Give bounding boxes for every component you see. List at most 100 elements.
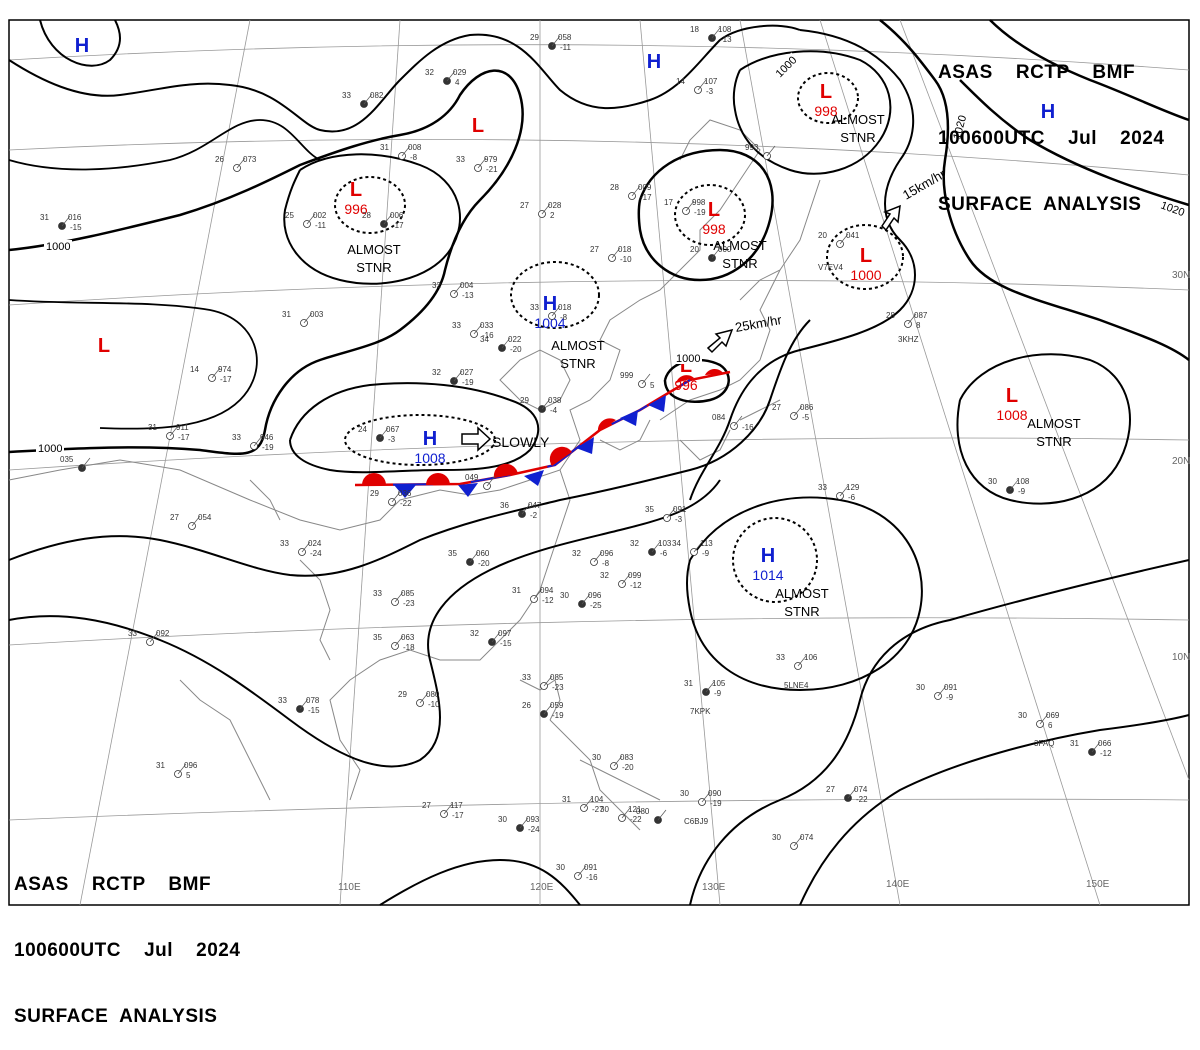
ship-station-id: 3FAQ [1034,739,1054,748]
wind-barb [693,541,703,553]
longitude-label: 130E [702,882,726,893]
station-pressure: 091 [673,505,687,514]
station-pressure: 108 [1016,477,1030,486]
station-plot: 14 974-17 [190,365,232,384]
ship-station-id: V7EV4 [818,263,843,272]
station-pressure: 998 [692,198,706,207]
station-tendency: -17 [220,375,232,384]
wind-barb [379,427,389,439]
station-temp: 993 [745,143,759,152]
wind-barb [697,79,707,91]
station-temp: 30 [988,477,997,486]
station-tendency: -9 [714,689,722,698]
wind-barb [621,573,631,585]
wind-barb [711,247,721,259]
system-letter: L [472,115,484,137]
station-tendency: 5 [650,381,655,390]
station-temp: 34 [480,335,489,344]
system-pressure: 1014 [752,567,783,583]
wind-barb [551,35,561,47]
wind-barb [611,247,621,259]
station-plot: 33 979-21 [456,155,498,174]
station-plot: 28 006-17 [362,211,404,230]
station-plot: 33 033-16 [452,321,494,340]
station-temp: 30 [560,591,569,600]
wind-barb [543,675,553,687]
station-pressure: 113 [700,539,713,548]
station-plot: 35 063-18 [373,633,415,652]
high-pressure-center: H [647,51,661,73]
station-pressure: 038 [548,396,562,405]
system-pressure: 998 [702,221,726,237]
station-tendency: -25 [590,601,602,610]
station-temp: 30 [600,805,609,814]
station-pressure: 107 [704,77,718,86]
dashed-isobars [334,72,904,603]
station-pressure: 093 [526,815,540,824]
station-pressure: 091 [584,863,598,872]
station-plot: 31 066-12 [1070,739,1112,758]
motion-arrow-25 [706,328,734,354]
station-temp: 27 [772,403,781,412]
system-note: ALMOST [713,238,767,253]
station-temp: 31 [40,213,49,222]
wind-barb [583,797,593,809]
station-tendency: -20 [510,345,522,354]
station-pressure: 002 [313,211,327,220]
station-temp: 31 [380,143,389,152]
station-tendency: -17 [178,433,190,442]
system-letter: H [423,428,437,450]
wind-barb [191,515,201,527]
station-temp: 29 [398,690,407,699]
station-temp: 20 [818,231,827,240]
station-temp: 26 [215,155,224,164]
station-temp: 24 [358,425,367,434]
station-temp: 14 [190,365,199,374]
isobar-label-bg [44,240,72,252]
station-pressure: 094 [540,586,554,595]
station-pressure: 058 [558,33,572,42]
station-pressure: 105 [712,679,726,688]
station-plot: 33 082 [342,91,384,108]
station-plot: 35 091-3 [645,505,687,524]
wind-barb [1039,713,1049,725]
system-letter: L [860,245,872,267]
station-temp: 33 [373,589,382,598]
station-pressure: 066 [1098,739,1112,748]
station-tendency: 6 [1048,721,1053,730]
station-pressure: 069 [1046,711,1060,720]
station-temp: 26 [522,701,531,710]
wind-barb [401,145,411,157]
wind-barb [631,185,641,197]
station-plot: 31 008-8 [380,143,422,162]
station-tendency: -10 [620,255,632,264]
station-pressure: 092 [156,629,170,638]
station-tendency: -22 [630,815,642,824]
wind-barb [685,200,695,212]
system-letter: L [98,335,110,357]
station-temp: 33 [456,155,465,164]
system-letter: H [647,51,661,73]
system-pressure: 996 [344,201,368,217]
station-tendency: -19 [462,378,474,387]
station-temp: 33 [452,321,461,330]
motion-arrow-15 [881,204,901,232]
wind-barb [581,593,591,605]
wind-barb [477,157,487,169]
station-plot: 32 004-13 [432,281,474,300]
station-temp: 18 [690,25,699,34]
station-pressure: 085 [550,673,564,682]
station-temp: 32 [470,629,479,638]
station-pressure: 087 [914,311,928,320]
station-temp: 30 [498,815,507,824]
station-plot: 080 [636,807,667,824]
station-temp: 33 [232,433,241,442]
wind-barb [453,370,463,382]
station-plot: 35 060-20 [448,549,490,568]
system-note: ALMOST [831,112,885,127]
front-cold-symbols [394,395,666,498]
station-temp: 34 [672,539,681,548]
isobar-label: 1000 [676,353,700,365]
station-temp: 33 [280,539,289,548]
station-pressure: 063 [401,633,415,642]
